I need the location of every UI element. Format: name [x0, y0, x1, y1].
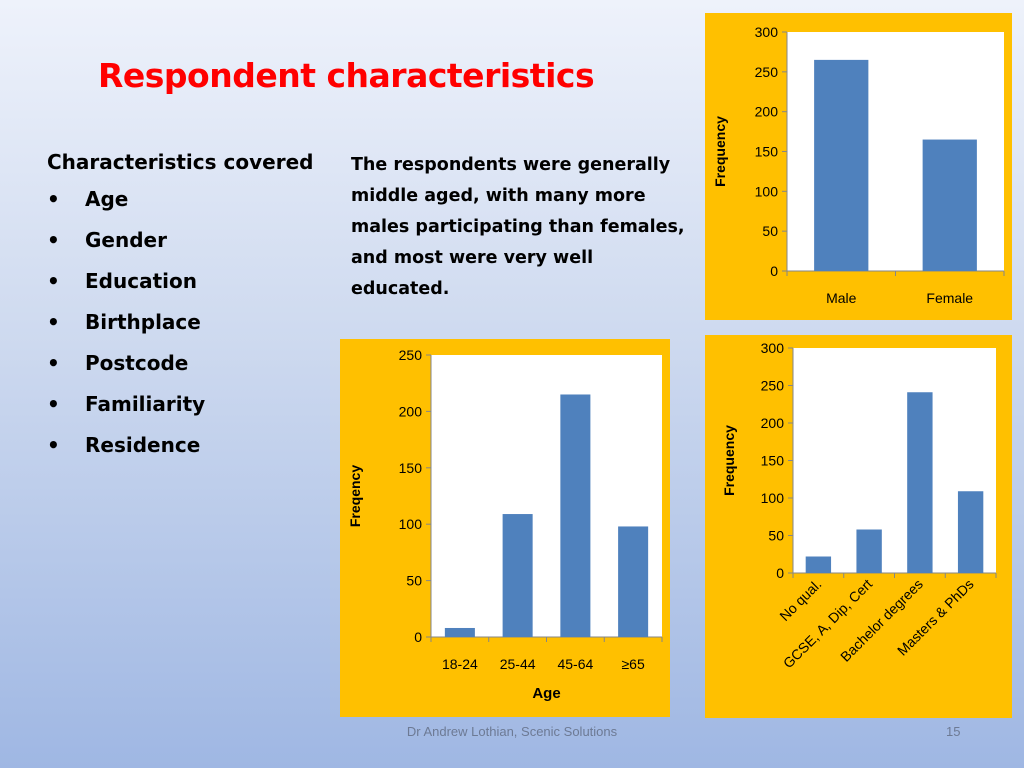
x-category-label: ≥65 — [621, 656, 644, 672]
y-tick-label: 250 — [399, 347, 423, 363]
y-tick-label: 100 — [755, 183, 779, 199]
x-category-label: Male — [826, 290, 857, 306]
education-chart: 0 50 100 150 200 250 300 No qual. GCSE, A, Dip, … — [705, 335, 1012, 718]
age-chart: 0 50 100 150 200 250 18-24 25-44 45-64 ≥65 Freqenc… — [340, 339, 670, 717]
characteristics-bullets: • Age • Gender • Education • Birthplace • Pos… — [47, 187, 313, 474]
bar — [856, 529, 882, 573]
characteristics-list: Characteristics covered • Age • Gender • Ed… — [47, 150, 313, 474]
list-item-label: Birthplace — [85, 310, 201, 334]
x-category-label: GCSE, A, Dip, Cert — [780, 576, 876, 672]
y-tick-label: 200 — [399, 403, 423, 419]
x-category-label: 18-24 — [442, 656, 478, 672]
list-item: • Birthplace — [47, 310, 313, 351]
list-item: • Postcode — [47, 351, 313, 392]
bullet-icon: • — [47, 351, 60, 375]
slide-title: Respondent characteristics — [98, 56, 595, 95]
y-tick-label: 200 — [761, 415, 785, 431]
y-axis-title: Frequency — [721, 425, 737, 496]
y-tick-label: 250 — [755, 64, 779, 80]
list-item-label: Age — [85, 187, 129, 211]
y-tick-label: 300 — [755, 24, 779, 40]
y-axis-title: Freqency — [347, 465, 363, 527]
x-category-label: Female — [926, 290, 973, 306]
bar — [907, 392, 933, 573]
y-tick-label: 0 — [776, 565, 784, 581]
bar — [560, 394, 591, 637]
y-tick-label: 50 — [762, 223, 778, 239]
bar — [502, 514, 533, 637]
bullet-icon: • — [47, 187, 60, 211]
list-item-label: Familiarity — [85, 392, 206, 416]
bar — [814, 59, 869, 272]
bar — [618, 526, 649, 637]
bar — [922, 139, 977, 271]
y-axis-title: Frequency — [712, 116, 728, 187]
y-tick-label: 300 — [761, 340, 785, 356]
x-category-label: 25-44 — [500, 656, 536, 672]
bullet-icon: • — [47, 433, 60, 457]
bullet-icon: • — [47, 228, 60, 252]
list-item-label: Gender — [85, 228, 167, 252]
y-tick-label: 0 — [770, 263, 778, 279]
gender-chart-svg: 0 50 100 150 200 250 300 Male Female Frequency — [712, 24, 1005, 306]
y-tick-label: 200 — [755, 104, 779, 120]
bullet-icon: • — [47, 310, 60, 334]
gender-chart: 0 50 100 150 200 250 300 Male Female Frequency — [705, 13, 1012, 320]
x-category-label: 45-64 — [557, 656, 593, 672]
bar — [957, 491, 984, 573]
y-tick-label: 100 — [761, 490, 785, 506]
description-text: The respondents were generally middle ag… — [351, 155, 685, 299]
y-tick-label: 150 — [761, 453, 785, 469]
education-chart-svg: 0 50 100 150 200 250 300 No qual.GCSE, A, Dip, … — [721, 340, 997, 672]
bar — [444, 627, 475, 637]
y-tick-label: 150 — [399, 460, 423, 476]
list-item-label: Residence — [85, 433, 201, 457]
y-tick-label: 250 — [761, 378, 785, 394]
x-axis-title: Age — [532, 685, 560, 702]
y-tick-label: 100 — [399, 516, 423, 532]
characteristics-heading: Characteristics covered — [47, 150, 314, 174]
list-item: • Residence — [47, 433, 313, 474]
y-tick-label: 0 — [414, 629, 422, 645]
bullet-icon: • — [47, 269, 60, 293]
list-item: • Age — [47, 187, 313, 228]
list-item: • Education — [47, 269, 313, 310]
y-tick-label: 50 — [406, 573, 422, 589]
page-number: 15 — [946, 724, 961, 739]
y-tick-label: 50 — [768, 528, 784, 544]
list-item-label: Postcode — [85, 351, 189, 375]
bar — [805, 556, 832, 573]
bullet-icon: • — [47, 392, 60, 416]
x-category-label: No qual. — [776, 576, 824, 624]
footer-text: Dr Andrew Lothian, Scenic Solutions — [406, 724, 618, 739]
list-item-label: Education — [85, 269, 197, 293]
age-chart-svg: 0 50 100 150 200 250 18-24 25-44 45-64 ≥65 Freqenc… — [347, 347, 663, 702]
list-item: • Gender — [47, 228, 313, 269]
list-item: • Familiarity — [47, 392, 313, 433]
y-tick-label: 150 — [755, 144, 779, 160]
